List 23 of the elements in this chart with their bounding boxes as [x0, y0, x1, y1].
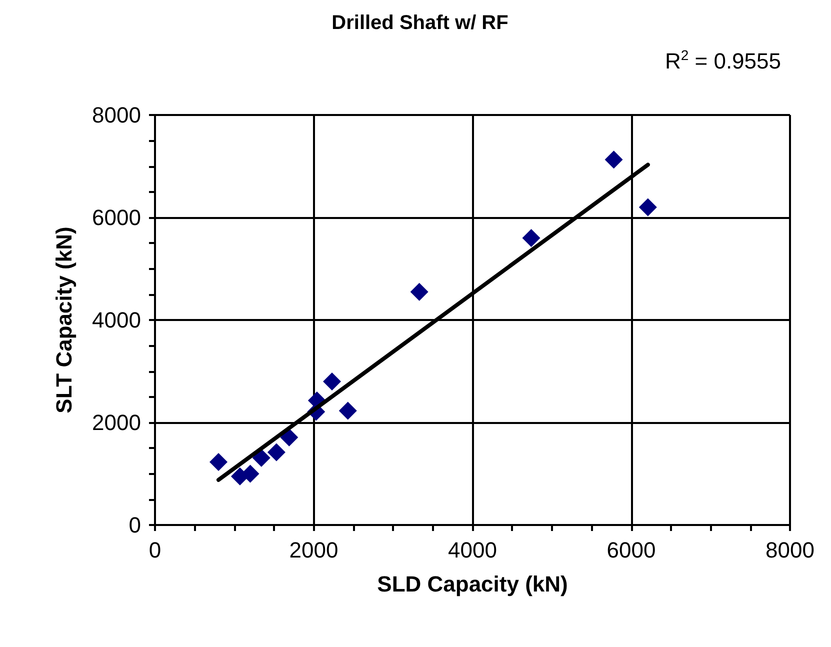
- y-tick-label: 8000: [92, 102, 141, 128]
- point: [638, 198, 657, 216]
- x-tick-label: 6000: [606, 538, 656, 562]
- x-tick-label: 4000: [448, 538, 497, 562]
- y-tick-label: 4000: [92, 308, 141, 332]
- x-axis-title: SLD Capacity (kN): [377, 572, 568, 596]
- x-tick-label: 8000: [766, 538, 814, 562]
- point: [280, 428, 298, 446]
- x-tick-label: 0: [148, 538, 162, 562]
- point: [522, 229, 540, 247]
- y-tick-label: 0: [128, 512, 141, 538]
- point: [410, 282, 428, 301]
- y-tick-label: 6000: [92, 205, 141, 230]
- point: [604, 150, 623, 169]
- x-tick-label: 2000: [289, 538, 338, 562]
- y-axis-title: SLT Capacity (kN): [52, 226, 76, 414]
- point: [267, 443, 286, 462]
- point: [323, 372, 342, 390]
- point: [210, 452, 228, 471]
- point: [338, 402, 357, 420]
- y-tick-label: 2000: [92, 410, 141, 435]
- chart-title: Drilled Shaft w/ RF: [332, 12, 508, 34]
- point: [252, 448, 270, 467]
